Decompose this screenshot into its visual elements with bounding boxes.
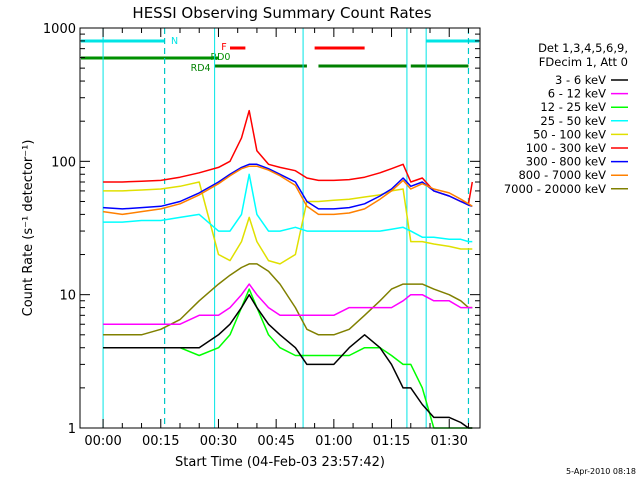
- y-axis: 1 10 100 1000: [43, 22, 480, 437]
- timestamp: 5-Apr-2010 08:18: [566, 467, 636, 476]
- x-tick-label: 00:00: [84, 434, 121, 449]
- y-tick-label: 1: [68, 422, 76, 437]
- legend-entry-label: 7000 - 20000 keV: [504, 182, 606, 196]
- flag-label: RD0: [210, 52, 230, 63]
- legend-entry-label: 6 - 12 keV: [548, 87, 606, 101]
- legend-entry-label: 3 - 6 keV: [555, 73, 606, 87]
- x-tick-label: 01:00: [315, 434, 352, 449]
- flag-label: RD4: [191, 63, 211, 74]
- legend-entry-label: 25 - 50 keV: [540, 114, 606, 128]
- x-tick-label: 00:45: [257, 434, 294, 449]
- legend-header-line-2: FDecim 1, Att 0: [539, 55, 628, 69]
- series-line: [103, 288, 473, 429]
- flag-label: F: [221, 42, 226, 53]
- series-line: [103, 109, 474, 205]
- legend-entry-label: 800 - 7000 keV: [518, 168, 606, 182]
- series-line: [103, 283, 473, 325]
- series-line: [103, 173, 473, 243]
- legend-entry-label: 300 - 800 keV: [526, 155, 606, 169]
- x-axis-label: Start Time (04-Feb-03 23:57:42): [175, 455, 385, 470]
- legend: Det 1,3,4,5,6,9, FDecim 1, Att 0 3 - 6 k…: [504, 41, 628, 196]
- y-axis-label: Count Rate (s⁻¹ detector⁻¹): [21, 140, 36, 317]
- series-line: [103, 293, 473, 429]
- chart-title: HESSI Observing Summary Count Rates: [132, 4, 431, 22]
- series-line: [103, 263, 473, 336]
- vertical-markers: [102, 28, 470, 428]
- x-tick-label: 00:30: [200, 434, 237, 449]
- legend-header-line-1: Det 1,3,4,5,6,9,: [538, 41, 628, 55]
- y-tick-label: 100: [51, 155, 76, 170]
- series-lines: [102, 109, 474, 429]
- flag-label: N: [171, 36, 178, 47]
- legend-entry-label: 50 - 100 keV: [533, 127, 606, 141]
- x-tick-label: 01:30: [430, 434, 467, 449]
- series-line: [102, 165, 473, 216]
- x-tick-label: 01:15: [373, 434, 410, 449]
- y-tick-label: 10: [59, 289, 76, 304]
- legend-entry-label: 12 - 25 keV: [540, 100, 606, 114]
- y-tick-label: 1000: [43, 22, 76, 37]
- x-tick-label: 00:15: [142, 434, 179, 449]
- legend-entry-label: 100 - 300 keV: [526, 141, 606, 155]
- plot-frame: [79, 27, 481, 429]
- x-axis: 00:00 00:15 00:30 00:45 01:00 01:15 01:30: [84, 28, 469, 449]
